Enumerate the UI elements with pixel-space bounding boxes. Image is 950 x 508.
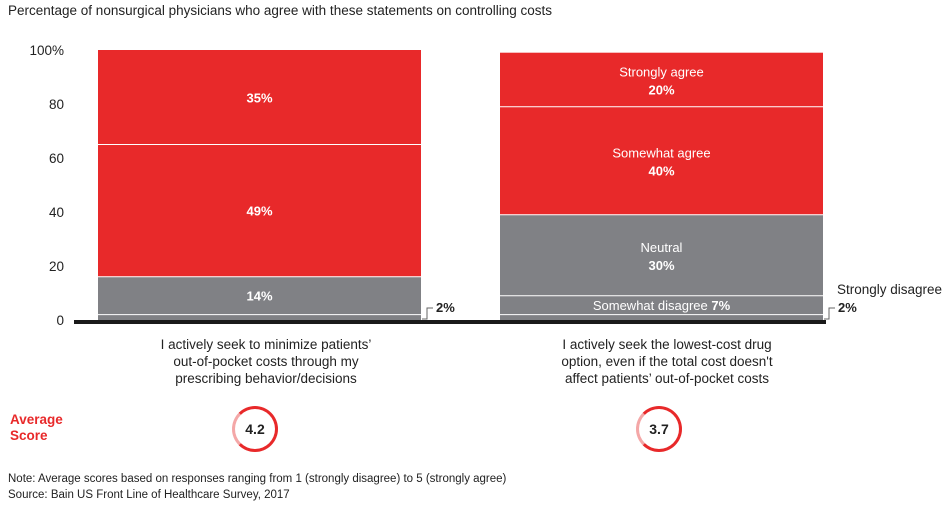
leader-line bbox=[824, 307, 835, 320]
segment-label: Neutral bbox=[641, 240, 683, 255]
y-tick-label: 60 bbox=[49, 151, 64, 166]
segment-value-label: 30% bbox=[648, 258, 674, 273]
segment-value-label: 20% bbox=[648, 83, 674, 98]
average-score-1: 4.2 bbox=[232, 406, 278, 452]
bar-segment bbox=[500, 52, 823, 107]
footnote: Note: Average scores based on responses … bbox=[8, 473, 507, 485]
y-tick-label: 0 bbox=[56, 313, 64, 328]
y-tick-label: 100% bbox=[29, 43, 64, 58]
segment-label: Strongly agree bbox=[619, 65, 704, 80]
leader-line bbox=[422, 307, 433, 320]
segment-value-label: 2% bbox=[838, 300, 857, 315]
bar-segment bbox=[98, 144, 421, 277]
segment-value-label: 7% bbox=[711, 298, 730, 313]
source-note: Source: Bain US Front Line of Healthcare… bbox=[8, 489, 290, 501]
segment-value-label: 2% bbox=[436, 300, 455, 315]
bar-segment bbox=[500, 106, 823, 215]
segment-label: Somewhat disagree 7% bbox=[593, 298, 731, 313]
bar-segment bbox=[98, 50, 421, 145]
category-label-2: I actively seek the lowest-cost drug opt… bbox=[561, 337, 773, 386]
average-score-label: Average Score bbox=[10, 412, 63, 443]
y-tick-label: 80 bbox=[49, 97, 64, 112]
y-tick-label: 40 bbox=[49, 205, 64, 220]
bar-segment bbox=[500, 295, 823, 315]
bar-segment bbox=[98, 314, 421, 320]
segment-value-label: 14% bbox=[246, 289, 272, 304]
stacked-bar-chart: 100% 80 60 40 20 0 2% 14% 49% 35% Strongly disagre… bbox=[29, 43, 942, 328]
average-score-2: 3.7 bbox=[636, 406, 682, 452]
x-axis-baseline bbox=[74, 320, 826, 324]
category-label-1: I actively seek to minimize patients’ ou… bbox=[160, 337, 372, 386]
bar-segment bbox=[500, 314, 823, 320]
segment-value-label: 40% bbox=[648, 164, 674, 179]
bar-segment bbox=[98, 276, 421, 315]
segment-value-label: 49% bbox=[246, 204, 272, 219]
bar-segment bbox=[500, 214, 823, 296]
chart-title: Percentage of nonsurgical physicians who… bbox=[8, 3, 553, 18]
segment-label: Somewhat agree bbox=[612, 146, 710, 161]
segment-value-label: 35% bbox=[246, 90, 272, 105]
y-tick-label: 20 bbox=[49, 259, 64, 274]
segment-label: Strongly disagree bbox=[837, 282, 942, 297]
